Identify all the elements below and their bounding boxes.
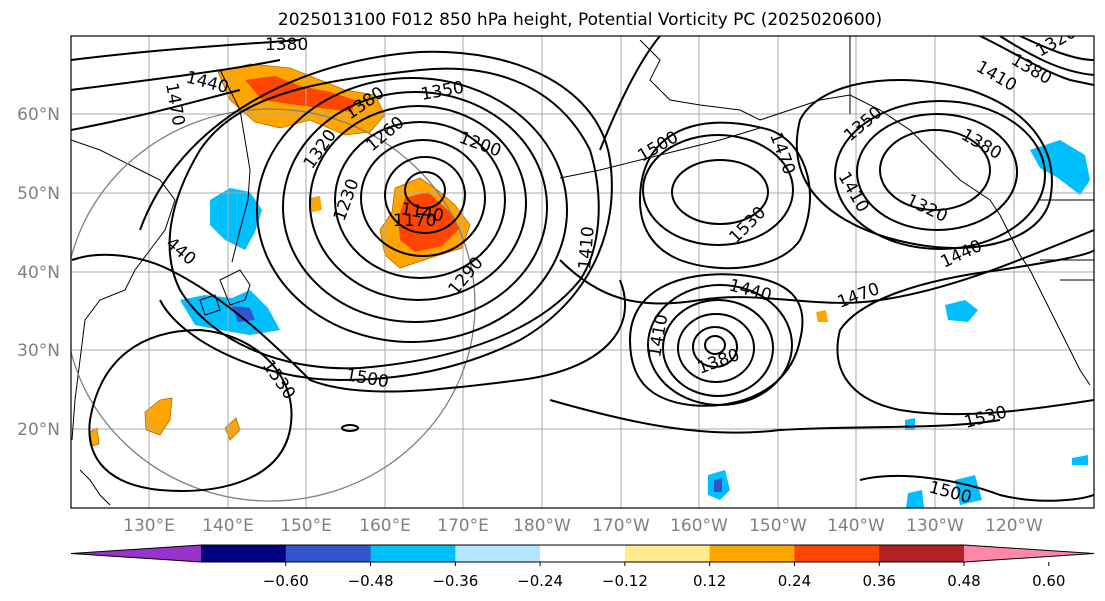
pv-negative-area xyxy=(905,418,915,430)
contour-label: 1380 xyxy=(265,35,308,55)
colorbar-extend-low xyxy=(71,545,201,562)
lon-label: 140°E xyxy=(202,516,254,536)
lat-label: 30°N xyxy=(17,341,60,361)
colorbar-tick-label: 0.36 xyxy=(863,572,896,590)
colorbar-segment xyxy=(455,545,541,562)
chart-title: 2025013100 F012 850 hPa height, Potentia… xyxy=(278,10,882,30)
lon-label: 140°W xyxy=(827,516,885,536)
lon-label: 160°E xyxy=(359,516,411,536)
height-contours xyxy=(71,36,1094,502)
colorbar-tick-label: 0.24 xyxy=(778,572,811,590)
lat-label: 50°N xyxy=(17,184,60,204)
colorbar-segment xyxy=(540,545,626,562)
colorbar-segment xyxy=(201,545,287,562)
lat-label: 20°N xyxy=(17,420,60,440)
pv-strong-positive-area xyxy=(245,76,355,112)
colorbar-tick-label: −0.12 xyxy=(602,572,648,590)
colorbar-segment xyxy=(709,545,795,562)
contour-label: 1410 xyxy=(575,226,599,271)
lon-label: 120°W xyxy=(985,516,1043,536)
latitude-labels: 60°N 50°N 40°N 30°N 20°N xyxy=(17,105,60,440)
pv-negative-area xyxy=(1072,455,1088,465)
pv-strong-positive-area xyxy=(398,192,460,252)
lon-label: 160°W xyxy=(670,516,728,536)
colorbar-tick-label: −0.36 xyxy=(432,572,478,590)
colorbar-tick-label: 0.48 xyxy=(947,572,980,590)
colorbar-tick-label: 0.60 xyxy=(1032,572,1065,590)
pv-positive-area xyxy=(144,397,173,436)
colorbar-tick-label: 0.12 xyxy=(693,572,726,590)
colorbar-tick-label: −0.48 xyxy=(348,572,394,590)
pv-negative-area xyxy=(945,300,978,322)
lon-label: 150°E xyxy=(280,516,332,536)
colorbar-segment xyxy=(794,545,880,562)
colorbar-segment xyxy=(879,545,965,562)
lon-label: 130°E xyxy=(123,516,175,536)
pv-negative-area xyxy=(955,475,982,505)
colorbar: −0.60 −0.48 −0.36 −0.24 −0.12 0.12 0.24 0.36 0.4… xyxy=(70,544,1095,590)
pv-strong-negative-area xyxy=(714,478,722,492)
pv-negative-area xyxy=(210,188,262,250)
pv-strong-negative-area xyxy=(232,306,255,322)
pv-negative-area xyxy=(906,490,924,508)
lon-label: 170°E xyxy=(437,516,489,536)
lon-label: 150°W xyxy=(749,516,807,536)
pv-positive-area xyxy=(816,310,828,322)
lon-label: 180°W xyxy=(513,516,571,536)
colorbar-extend-high xyxy=(964,545,1094,562)
pv-negative-area xyxy=(1030,140,1090,195)
lat-label: 60°N xyxy=(17,105,60,125)
longitude-labels: 130°E 140°E 150°E 160°E 170°E 180°W 170°… xyxy=(123,516,1043,536)
range-ring xyxy=(71,108,476,502)
lon-label: 130°W xyxy=(906,516,964,536)
colorbar-tick-label: −0.24 xyxy=(517,572,563,590)
lon-label: 170°W xyxy=(592,516,650,536)
lat-label: 40°N xyxy=(17,263,60,283)
colorbar-tick-label: −0.60 xyxy=(263,572,309,590)
pv-positive-area xyxy=(310,196,322,212)
pv-shading xyxy=(89,63,1090,508)
pv-negative-area xyxy=(180,290,280,335)
colorbar-segment xyxy=(624,545,711,562)
contour-label: 1170 xyxy=(393,211,436,231)
colorbar-segment xyxy=(370,545,456,562)
colorbar-segment xyxy=(285,545,372,562)
map-frame xyxy=(70,35,1095,509)
colorbar-outline xyxy=(70,544,1095,563)
